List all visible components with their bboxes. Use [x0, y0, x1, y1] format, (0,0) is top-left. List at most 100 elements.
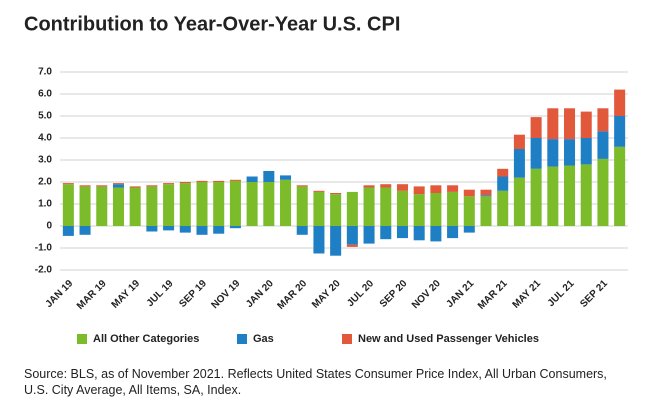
bar-segment — [447, 185, 459, 192]
bar-segment — [380, 184, 392, 188]
x-tick-label: SEP 19 — [177, 278, 209, 310]
bar-segment — [564, 139, 576, 166]
x-tick-label: MAR 21 — [476, 278, 510, 312]
bar-segment — [396, 226, 408, 239]
bar-segment — [330, 226, 342, 256]
bar-segment — [547, 166, 559, 226]
bar-segment — [513, 149, 525, 178]
bar-segment — [196, 226, 208, 235]
bar-segment — [497, 190, 509, 226]
bar-segment — [163, 184, 175, 226]
bar-segment — [112, 184, 124, 188]
bar-segment — [146, 186, 158, 226]
bar-segment — [597, 158, 609, 226]
bar-segment — [580, 164, 592, 226]
bar-segment — [480, 189, 492, 196]
bar-segment — [413, 186, 425, 195]
bar-segment — [530, 168, 542, 226]
bar-segment — [213, 226, 225, 234]
y-tick-label: 2.0 — [38, 177, 52, 188]
x-tick-label: JUL 20 — [345, 278, 376, 309]
bar-segment — [330, 193, 342, 195]
bar-segment — [430, 226, 442, 242]
bar-segment — [246, 176, 258, 182]
bar-segment — [296, 186, 308, 226]
x-tick-label: JAN 20 — [244, 278, 276, 310]
bar-segment — [79, 185, 91, 187]
bar-segment — [580, 111, 592, 138]
x-tick-label: SEP 21 — [578, 278, 610, 310]
bar-segment — [213, 180, 225, 182]
legend-swatch — [77, 334, 87, 344]
y-tick-label: 5.0 — [38, 111, 52, 122]
legend-swatch — [342, 334, 352, 344]
bar-segment — [564, 108, 576, 140]
bar-segment — [497, 168, 509, 177]
bar-segment — [463, 226, 475, 233]
bar-segment — [597, 131, 609, 159]
x-tick-label: JAN 19 — [44, 278, 76, 310]
x-tick-label: JUL 19 — [145, 278, 176, 309]
bar-segment — [229, 179, 241, 181]
bar-segment — [430, 185, 442, 193]
bar-segment — [196, 182, 208, 226]
x-tick-label: JAN 21 — [445, 278, 477, 310]
bar-segment — [480, 195, 492, 197]
bar-segment — [580, 138, 592, 165]
bar-segment — [396, 184, 408, 191]
bar-segment — [313, 191, 325, 226]
x-tick-label: MAR 19 — [75, 278, 109, 312]
bar-segment — [196, 180, 208, 182]
bar-segment — [229, 226, 241, 229]
bar-segment — [363, 187, 375, 226]
bar-segment — [463, 189, 475, 197]
bar-segment — [179, 226, 191, 233]
bar-segment — [564, 165, 576, 226]
bar-segment — [547, 139, 559, 167]
bar-segment — [447, 226, 459, 239]
bar-segment — [263, 171, 275, 182]
bar-segment — [530, 138, 542, 169]
y-tick-label: 1.0 — [38, 199, 52, 210]
bar-segment — [480, 196, 492, 226]
bar-segment — [213, 182, 225, 226]
bar-segment — [380, 187, 392, 226]
bar-segment — [513, 134, 525, 149]
bar-segment — [62, 226, 74, 236]
bar-segment — [463, 196, 475, 226]
bar-segment — [280, 179, 292, 226]
bar-segment — [263, 182, 275, 226]
bar-segment — [413, 226, 425, 241]
x-tick-label: MAY 21 — [511, 278, 544, 311]
bar-segment — [129, 186, 141, 188]
bar-segment — [112, 187, 124, 226]
source-note: Source: BLS, as of November 2021. Reflec… — [24, 367, 607, 397]
bar-segment — [163, 183, 175, 185]
x-tick-label: JUL 21 — [546, 278, 577, 309]
bar-segment — [447, 191, 459, 226]
y-tick-label: 3.0 — [38, 155, 52, 166]
bar-segment — [396, 190, 408, 226]
x-tick-label: MAY 20 — [310, 278, 343, 311]
bar-segment — [497, 176, 509, 191]
x-tick-label: SEP 20 — [378, 278, 410, 310]
bar-segment — [363, 185, 375, 188]
bar-segment — [614, 146, 626, 226]
bar-segment — [129, 187, 141, 226]
bar-segment — [62, 184, 74, 226]
bar-segment — [614, 116, 626, 147]
bar-segment — [163, 226, 175, 231]
bar-segment — [346, 244, 358, 247]
bar-segment — [229, 180, 241, 226]
bar-segment — [313, 226, 325, 254]
legend-label: Gas — [253, 333, 274, 345]
y-tick-label: -2.0 — [35, 265, 53, 276]
bar-segment — [79, 226, 91, 235]
bar-segment — [597, 108, 609, 132]
bar-segment — [79, 186, 91, 226]
bar-segment — [280, 175, 292, 180]
x-tick-label: NOV 20 — [410, 278, 443, 311]
bar-segment — [296, 185, 308, 187]
